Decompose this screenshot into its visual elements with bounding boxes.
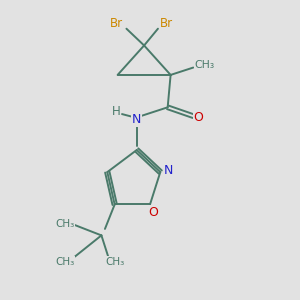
Text: O: O	[194, 111, 203, 124]
Text: Br: Br	[110, 17, 123, 30]
Text: Br: Br	[160, 17, 173, 30]
Text: CH₃: CH₃	[105, 257, 124, 267]
Text: N: N	[164, 164, 173, 177]
Text: N: N	[132, 112, 141, 126]
Text: H: H	[112, 105, 121, 118]
Text: CH₃: CH₃	[55, 219, 74, 229]
Text: CH₃: CH₃	[55, 257, 74, 267]
Text: O: O	[148, 206, 158, 219]
Text: CH₃: CH₃	[194, 60, 214, 70]
